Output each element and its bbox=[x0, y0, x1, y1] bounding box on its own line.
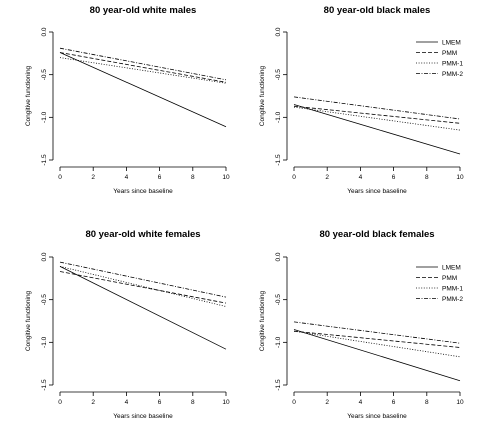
x-axis-label: Years since baseline bbox=[347, 188, 407, 195]
y-tick-label: -0.5 bbox=[275, 69, 282, 81]
x-tick-label: 6 bbox=[158, 399, 162, 406]
x-axis-label: Years since baseline bbox=[347, 413, 407, 420]
x-tick-label: 4 bbox=[359, 174, 363, 181]
x-tick-label: 6 bbox=[392, 399, 396, 406]
x-tick-label: 0 bbox=[292, 174, 296, 181]
legend-label: LMEM bbox=[442, 264, 461, 271]
x-tick-label: 2 bbox=[91, 399, 95, 406]
legend-label: PMM-1 bbox=[442, 60, 463, 67]
x-tick-label: 8 bbox=[191, 174, 195, 181]
chart-title: 80 year-old black males bbox=[324, 5, 431, 16]
y-axis-label: Congitive functioning bbox=[259, 290, 266, 351]
x-tick-label: 6 bbox=[158, 174, 162, 181]
y-tick-label: -1.5 bbox=[275, 379, 282, 391]
chart-title: 80 year-old white females bbox=[85, 229, 200, 240]
series-line-lmem bbox=[293, 104, 461, 155]
series-line-pmm-1 bbox=[293, 106, 461, 131]
y-tick-label: -0.5 bbox=[41, 294, 48, 306]
series-line-pmm bbox=[293, 105, 461, 124]
series-line-pmm-1 bbox=[293, 330, 461, 358]
x-tick-label: 0 bbox=[58, 174, 62, 181]
x-tick-label: 10 bbox=[222, 399, 230, 406]
y-tick-label: -0.5 bbox=[41, 69, 48, 81]
legend-label: LMEM bbox=[442, 39, 461, 46]
legend-label: PMM-2 bbox=[442, 71, 463, 78]
series-line-pmm-2 bbox=[59, 261, 227, 298]
x-tick-label: 0 bbox=[58, 399, 62, 406]
series-line-pmm-1 bbox=[59, 57, 227, 84]
y-tick-label: -1.0 bbox=[41, 111, 48, 123]
series-line-pmm bbox=[293, 330, 461, 348]
x-tick-label: 4 bbox=[125, 174, 129, 181]
y-axis-label: Congitive functioning bbox=[25, 290, 32, 351]
y-tick-label: 0.0 bbox=[41, 27, 48, 36]
x-tick-label: 6 bbox=[392, 174, 396, 181]
y-tick-label: 0.0 bbox=[275, 27, 282, 36]
x-tick-label: 8 bbox=[425, 399, 429, 406]
y-axis-label: Congitive functioning bbox=[25, 65, 32, 126]
x-tick-label: 8 bbox=[191, 399, 195, 406]
x-tick-label: 10 bbox=[456, 174, 464, 181]
y-tick-label: -1.5 bbox=[41, 154, 48, 166]
series-line-lmem bbox=[59, 266, 227, 350]
series-line-pmm-2 bbox=[293, 96, 461, 120]
legend-label: PMM bbox=[442, 50, 457, 57]
x-tick-label: 2 bbox=[91, 174, 95, 181]
y-tick-label: -1.0 bbox=[275, 111, 282, 123]
x-tick-label: 0 bbox=[292, 399, 296, 406]
chart-panel-4: 80 year-old black females 0.0 -0.5 -1.0 -1.5… bbox=[259, 229, 464, 420]
chart-panel-3: 80 year-old white females 0.0 -0.5 -1.0 -1.5… bbox=[25, 229, 230, 420]
series-line-pmm bbox=[59, 271, 227, 304]
x-axis-label: Years since baseline bbox=[113, 413, 173, 420]
series-line-pmm bbox=[59, 52, 227, 83]
chart-panel-1: 80 year-old white males 0.0 -0.5 -1.0 -1.5 0 2… bbox=[25, 5, 230, 195]
legend-label: PMM-1 bbox=[442, 285, 463, 292]
chart-panel-2: 80 year-old black males 0.0 -0.5 -1.0 -1.5 0 2… bbox=[259, 5, 464, 195]
series-line-lmem bbox=[293, 329, 461, 382]
chart-title: 80 year-old black females bbox=[319, 229, 434, 240]
chart-title: 80 year-old white males bbox=[90, 5, 197, 16]
y-tick-label: -1.5 bbox=[41, 379, 48, 391]
y-tick-label: -1.5 bbox=[275, 154, 282, 166]
y-axis-label: Congitive functioning bbox=[259, 65, 266, 126]
series-line-pmm-2 bbox=[293, 321, 461, 344]
legend-label: PMM-2 bbox=[442, 296, 463, 303]
y-tick-label: 0.0 bbox=[275, 252, 282, 261]
x-tick-label: 2 bbox=[325, 399, 329, 406]
x-tick-label: 4 bbox=[359, 399, 363, 406]
x-axis-label: Years since baseline bbox=[113, 188, 173, 195]
x-tick-label: 10 bbox=[222, 174, 230, 181]
series-line-lmem bbox=[59, 52, 227, 128]
y-tick-label: -1.0 bbox=[275, 336, 282, 348]
x-tick-label: 8 bbox=[425, 174, 429, 181]
y-tick-label: -0.5 bbox=[275, 294, 282, 306]
x-tick-label: 10 bbox=[456, 399, 464, 406]
legend-label: PMM bbox=[442, 275, 457, 282]
y-tick-label: 0.0 bbox=[41, 252, 48, 261]
x-tick-label: 4 bbox=[125, 399, 129, 406]
x-tick-label: 2 bbox=[325, 174, 329, 181]
y-tick-label: -1.0 bbox=[41, 336, 48, 348]
series-line-pmm-1 bbox=[59, 266, 227, 307]
